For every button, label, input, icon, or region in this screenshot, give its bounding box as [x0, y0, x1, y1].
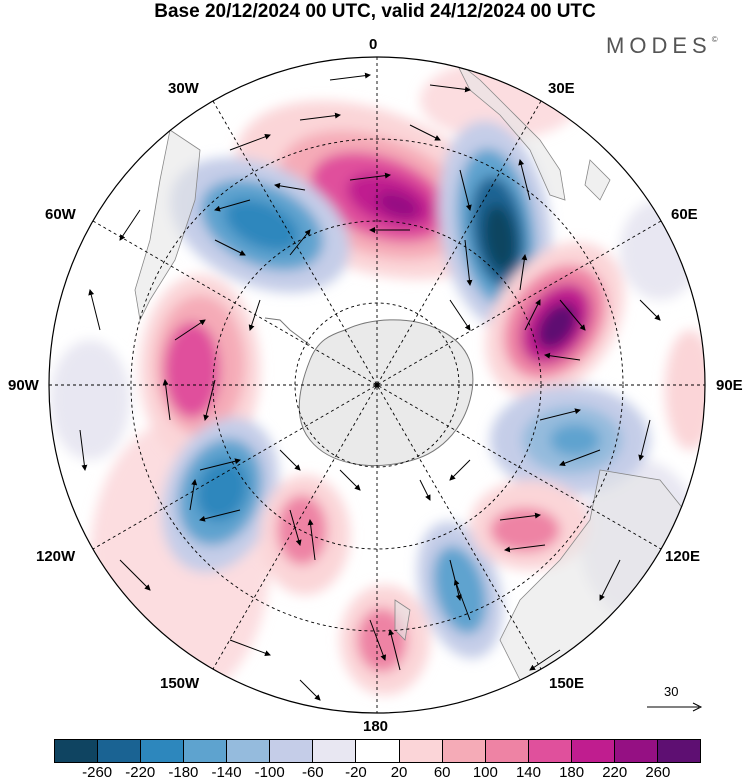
colorbar-segment: [227, 740, 271, 762]
colorbar-tick-label: -100: [254, 764, 285, 781]
colorbar-tick-label: 140: [515, 764, 541, 781]
colorbar-segment: [98, 740, 142, 762]
colorbar-tick-label: 20: [390, 764, 408, 781]
chart-title: Base 20/12/2024 00 UTC, valid 24/12/2024…: [154, 1, 596, 22]
lon-label-30e: 30E: [548, 80, 575, 97]
lon-label-180: 180: [363, 718, 389, 735]
colorbar-tick-label: -180: [168, 764, 199, 781]
lon-label-30w: 30W: [168, 80, 199, 97]
colorbar-segment: [399, 740, 443, 762]
colorbar-segment: [657, 740, 700, 762]
lon-label-0: 0: [369, 36, 378, 53]
colorbar-segment: [528, 740, 572, 762]
lon-label-60e: 60E: [671, 206, 698, 223]
reference-vector-arrow: [647, 702, 703, 712]
lon-label-90w: 90W: [8, 377, 39, 394]
colorbar-segment: [614, 740, 658, 762]
lon-label-150e: 150E: [549, 675, 585, 692]
colorbar-segment: [442, 740, 486, 762]
colorbar-segment: [313, 740, 357, 762]
lon-label-90e: 90E: [716, 377, 743, 394]
colorbar-segment: [141, 740, 185, 762]
reference-vector-label: 30: [664, 684, 679, 699]
colorbar-tick-label: 220: [602, 764, 628, 781]
colorbar-tick-label: -20: [345, 764, 367, 781]
lon-label-60w: 60W: [45, 206, 76, 223]
colorbar-tick-label: -140: [211, 764, 242, 781]
polar-map: [48, 56, 706, 714]
colorbar-tick-label: -220: [125, 764, 156, 781]
antarctica-landmass: [298, 319, 474, 467]
colorbar-tick-label: 180: [559, 764, 585, 781]
colorbar-segment: [55, 740, 99, 762]
graticule: [49, 57, 705, 713]
lon-label-120e: 120E: [665, 548, 701, 565]
lon-label-120w: 120W: [36, 548, 76, 565]
lon-label-150w: 150W: [160, 675, 200, 692]
colorbar-segment: [485, 740, 529, 762]
colorbar-segment: [184, 740, 228, 762]
colorbar-tick-label: 260: [645, 764, 671, 781]
colorbar-tick-label: 60: [433, 764, 451, 781]
colorbar-tick-label: 100: [472, 764, 498, 781]
colorbar: [54, 739, 701, 763]
colorbar-tick-label: -60: [301, 764, 324, 781]
modes-logo: MODES©: [606, 33, 718, 58]
colorbar-tick-label: -260: [82, 764, 113, 781]
colorbar-segment: [571, 740, 615, 762]
colorbar-segment: [356, 740, 400, 762]
colorbar-segment: [270, 740, 314, 762]
